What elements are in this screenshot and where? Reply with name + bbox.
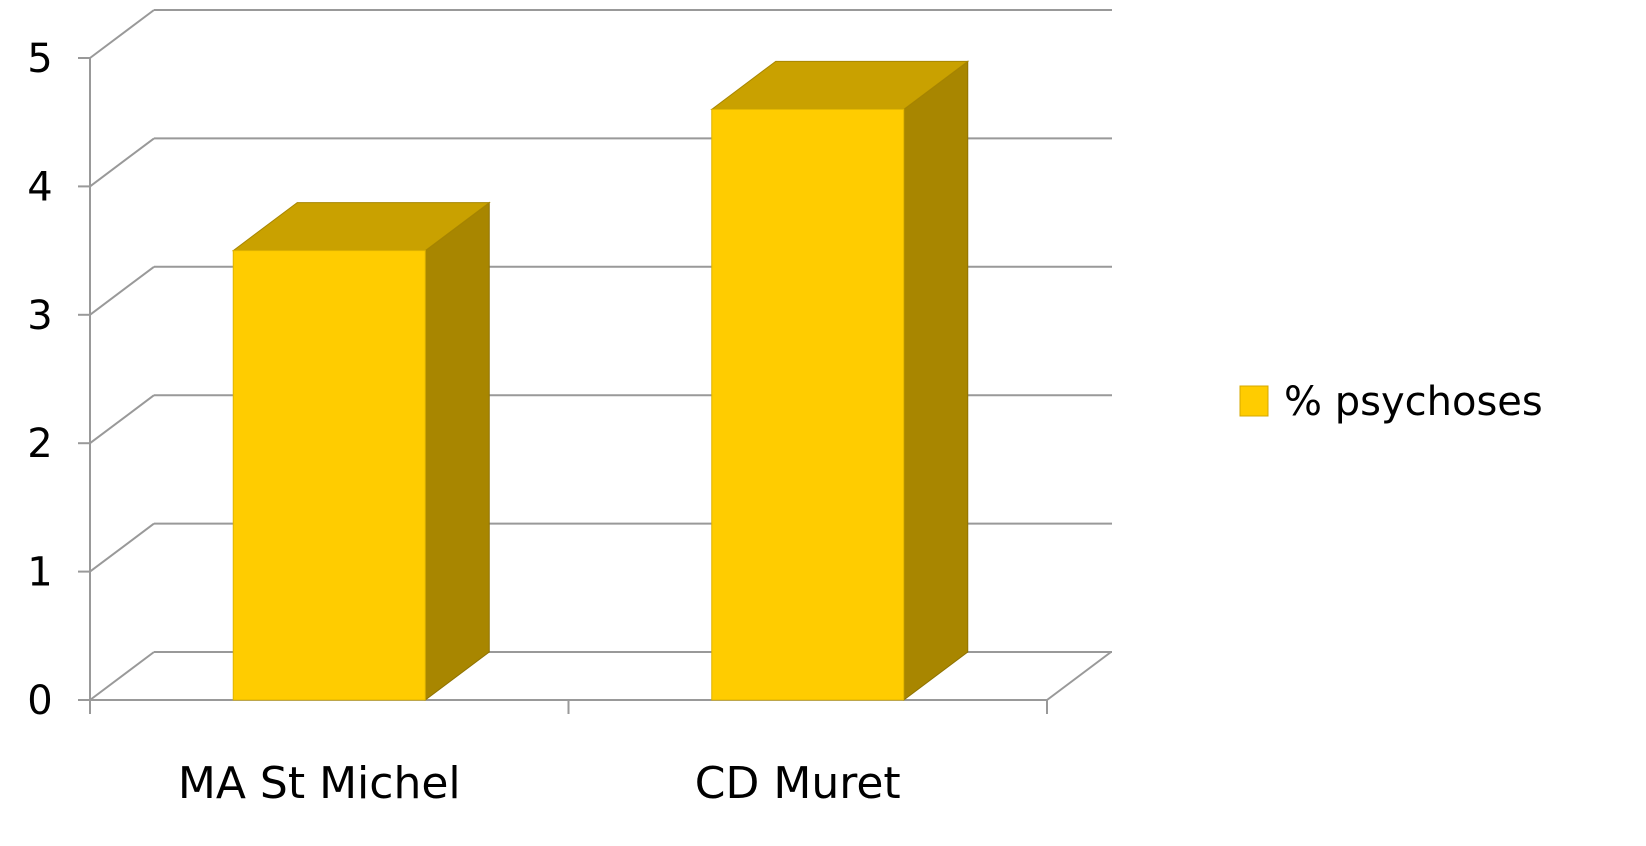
- gridline-diagonal-4: [89, 137, 155, 188]
- y-tick-label-5: 5: [27, 36, 52, 82]
- chart-labels: 0 1 2 3 4 5 MA St Michel CD Muret: [27, 36, 900, 809]
- bar-side-1: [903, 60, 969, 701]
- gridline-diagonal-2: [89, 394, 155, 445]
- legend-swatch: [1239, 385, 1269, 417]
- x-tick-label-0: MA St Michel: [178, 758, 461, 809]
- legend-label-series-0: % psychoses: [1284, 379, 1543, 425]
- y-tick-label-4: 4: [27, 164, 52, 210]
- floor-right-edge: [1046, 651, 1112, 701]
- x-tick-label-1: CD Muret: [695, 758, 901, 809]
- y-tick-label-0: 0: [27, 678, 52, 724]
- bar-front-1: [711, 108, 905, 701]
- gridline-diagonal-1: [89, 522, 155, 573]
- bar-1: [710, 60, 970, 701]
- bar-side-0: [424, 201, 490, 701]
- bar-front-0: [232, 250, 426, 701]
- y-tick-label-3: 3: [27, 293, 52, 339]
- y-tick-label-1: 1: [27, 550, 52, 596]
- gridline-diagonal-3: [89, 265, 155, 316]
- chart-bars: [231, 60, 970, 701]
- y-tick-label-2: 2: [27, 421, 52, 467]
- gridline-diagonal-0: [89, 651, 155, 701]
- bar-0: [231, 201, 491, 701]
- gridline-diagonal-5: [89, 9, 155, 59]
- chart-legend: % psychoses: [1239, 379, 1543, 425]
